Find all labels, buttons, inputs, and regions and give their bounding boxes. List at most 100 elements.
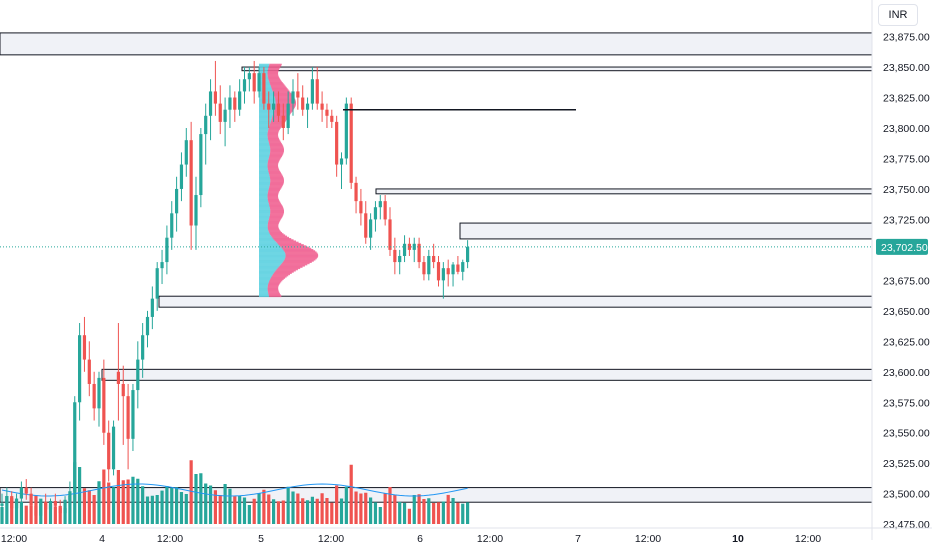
volume-bar xyxy=(330,502,334,524)
profile-row-up xyxy=(259,291,269,294)
profile-row-down xyxy=(272,236,290,239)
profile-row-down xyxy=(267,287,279,290)
volume-bar xyxy=(44,501,48,524)
volume-bar xyxy=(184,494,188,524)
x-tick-label: 7 xyxy=(575,533,581,545)
profile-row-down xyxy=(268,160,280,162)
candle-body xyxy=(441,268,445,281)
candle-body xyxy=(422,262,426,275)
profile-row-up xyxy=(259,118,272,121)
profile-row-up xyxy=(259,239,275,242)
profile-row-up xyxy=(259,199,268,201)
candle-body xyxy=(39,503,43,516)
y-axis[interactable]: 23,875.00 23,850.00 23,825.00 23,800.00 23,7… xyxy=(871,0,930,540)
profile-row-down xyxy=(268,64,282,67)
profile-row-down xyxy=(272,89,289,92)
volume-bar xyxy=(68,496,72,524)
volume-bar xyxy=(446,494,450,524)
zone-rect xyxy=(241,66,873,72)
profile-row-up xyxy=(259,223,268,226)
profile-row-down xyxy=(268,158,280,161)
y-tick-label: 23,775.00 xyxy=(883,153,930,165)
profile-row-up xyxy=(259,216,270,218)
profile-row-down xyxy=(269,203,282,206)
profile-row-down xyxy=(268,157,281,160)
volume-bar xyxy=(276,501,281,524)
profile-row-down xyxy=(282,247,312,250)
profile-row-up xyxy=(259,129,269,132)
profile-row-down xyxy=(270,147,284,150)
candle-body xyxy=(0,503,4,506)
volume-bar xyxy=(349,464,353,524)
volume-bar xyxy=(378,507,382,524)
candle-body xyxy=(407,243,411,250)
profile-row-up xyxy=(259,219,269,222)
volume-bar xyxy=(310,496,314,524)
x-tick-label: 5 xyxy=(258,533,264,545)
profile-row-down xyxy=(267,163,279,166)
profile-row-down xyxy=(267,75,279,78)
candle-body xyxy=(344,103,348,159)
profile-row-up xyxy=(259,106,276,109)
candle-body xyxy=(73,402,77,492)
profile-row-down xyxy=(267,225,279,228)
profile-row-down xyxy=(267,162,279,165)
profile-row-down xyxy=(279,264,305,267)
profile-row-up xyxy=(259,281,269,284)
profile-row-down xyxy=(273,112,291,115)
profile-row-up xyxy=(259,139,269,142)
profile-row-up xyxy=(259,90,273,93)
profile-row-down xyxy=(269,174,283,177)
profile-row-down xyxy=(270,233,284,235)
profile-row-down xyxy=(268,141,282,144)
profile-row-down xyxy=(267,197,279,200)
profile-row-up xyxy=(259,280,270,283)
profile-row-up xyxy=(259,71,268,73)
profile-row-down xyxy=(270,277,286,279)
profile-row-down xyxy=(284,250,316,253)
profile-row-up xyxy=(259,263,281,266)
profile-row-down xyxy=(270,212,284,215)
volume-bar xyxy=(82,488,87,524)
profile-row-up xyxy=(259,230,269,233)
volume-bar xyxy=(199,473,203,524)
profile-row-up xyxy=(259,185,270,188)
profile-row-up xyxy=(259,197,268,200)
currency-button[interactable]: INR xyxy=(878,4,918,26)
profile-row-up xyxy=(259,140,269,143)
profile-row-up xyxy=(259,91,274,94)
volume-bar xyxy=(78,467,82,524)
profile-row-down xyxy=(269,173,282,176)
candle-body xyxy=(383,201,387,220)
profile-row-up xyxy=(259,278,271,281)
volume-bar xyxy=(267,494,271,524)
profile-row-up xyxy=(259,110,275,112)
profile-row-down xyxy=(268,218,281,221)
candles-layer xyxy=(0,60,470,521)
profile-row-up xyxy=(259,240,276,243)
profile-row-down xyxy=(269,156,282,159)
y-tick-label: 23,525.00 xyxy=(883,458,930,470)
profile-row-up xyxy=(259,69,268,72)
volume-bar xyxy=(150,495,154,524)
candle-body xyxy=(330,115,334,122)
profile-row-up xyxy=(259,251,285,254)
candle-body xyxy=(223,109,227,122)
profile-row-up xyxy=(259,169,269,172)
profile-row-up xyxy=(259,203,270,206)
profile-row-up xyxy=(259,262,282,265)
x-axis[interactable]: 12:00 4 12:00 5 12:00 6 12:00 7 12:00 10 12:00 xyxy=(0,527,932,545)
profile-row-up xyxy=(259,241,277,244)
candle-body xyxy=(24,487,28,494)
profile-row-down xyxy=(285,253,319,256)
profile-row-down xyxy=(268,128,280,131)
candle-body xyxy=(199,134,203,196)
profile-row-down xyxy=(267,133,279,135)
profile-row-down xyxy=(270,146,284,149)
candle-body xyxy=(335,121,339,165)
volume-bar xyxy=(339,498,344,524)
profile-row-down xyxy=(268,200,280,203)
profile-row-down xyxy=(274,270,294,273)
profile-row-up xyxy=(259,160,269,162)
